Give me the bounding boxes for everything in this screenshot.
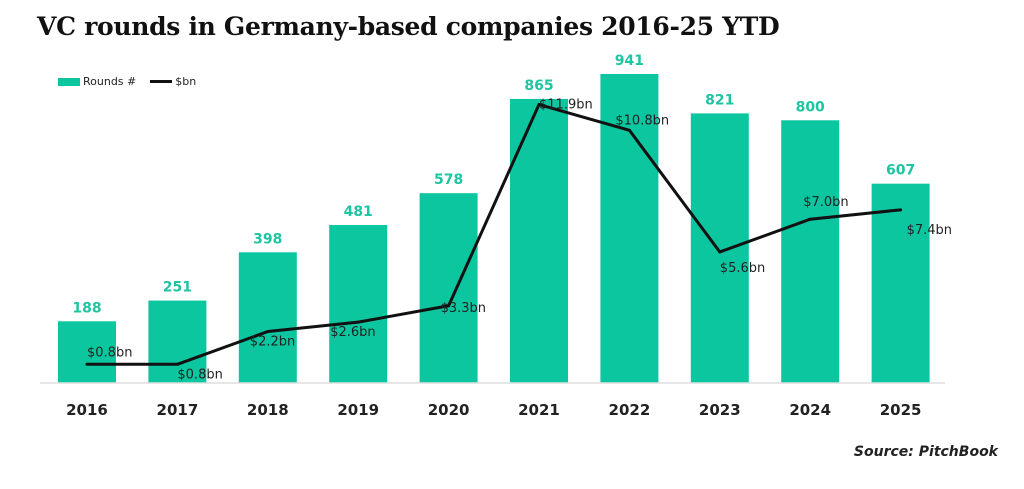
- x-tick-2017: 2017: [157, 401, 199, 419]
- line-point-2025: [899, 208, 903, 212]
- x-tick-2022: 2022: [609, 401, 651, 419]
- line-point-2023: [718, 250, 722, 254]
- bar-label-2020: 578: [434, 172, 463, 188]
- x-tick-2016: 2016: [66, 401, 108, 419]
- bar-2025: [871, 183, 930, 383]
- line-label-2025: $7.4bn: [907, 223, 952, 238]
- chart-title: VC rounds in Germany-based companies 201…: [37, 12, 780, 41]
- line-label-2019: $2.6bn: [330, 325, 375, 340]
- line-label-2017: $0.8bn: [177, 367, 222, 382]
- line-point-2017: [175, 362, 179, 366]
- legend-label-bn: $bn: [175, 75, 197, 88]
- legend-label-rounds: Rounds #: [83, 75, 137, 88]
- bar-2017: [148, 300, 207, 383]
- bar-2021: [510, 98, 568, 384]
- line-label-2023: $5.6bn: [720, 261, 765, 276]
- bar-label-2023: 821: [705, 92, 734, 108]
- line-label-2022: $10.8bn: [615, 113, 669, 128]
- x-tick-2021: 2021: [518, 401, 560, 419]
- line-label-2016: $0.8bn: [87, 345, 132, 360]
- bar-2018: [238, 252, 297, 383]
- bar-label-2016: 188: [72, 300, 101, 316]
- bar-label-2017: 251: [163, 280, 192, 296]
- bar-label-2019: 481: [344, 204, 373, 220]
- line-point-2019: [356, 320, 360, 324]
- bar-label-2022: 941: [615, 53, 644, 69]
- source-note: Source: PitchBook: [853, 444, 998, 460]
- line-point-2024: [808, 217, 812, 221]
- line-label-2024: $7.0bn: [803, 195, 848, 210]
- line-point-2022: [627, 128, 631, 132]
- x-tick-2019: 2019: [337, 401, 379, 419]
- legend: Rounds # $bn: [58, 75, 196, 88]
- x-tick-2018: 2018: [247, 401, 289, 419]
- bar-label-2018: 398: [253, 231, 282, 247]
- line-point-2016: [85, 362, 89, 366]
- line-point-2021: [537, 103, 541, 107]
- x-tick-2020: 2020: [428, 401, 470, 419]
- x-tick-2025: 2025: [880, 401, 922, 419]
- bar-label-2025: 607: [886, 163, 915, 179]
- line-label-2021: $11.9bn: [539, 98, 593, 113]
- x-tick-2023: 2023: [699, 401, 741, 419]
- legend-swatch-rounds: [58, 77, 80, 86]
- line-point-2020: [447, 304, 451, 308]
- bar-label-2024: 800: [796, 99, 825, 115]
- bar-label-2021: 865: [524, 78, 553, 94]
- legend-swatch-bn: [150, 80, 173, 83]
- line-point-2018: [266, 330, 270, 334]
- line-label-2018: $2.2bn: [250, 335, 295, 350]
- bar-2020: [419, 193, 478, 383]
- bar-2024: [781, 120, 840, 383]
- line-label-2020: $3.3bn: [441, 301, 486, 316]
- x-tick-2024: 2024: [789, 401, 831, 419]
- bar-2016: [58, 321, 116, 383]
- bar-2019: [329, 225, 388, 383]
- bar-2023: [690, 113, 749, 383]
- line-bn: [87, 103, 901, 366]
